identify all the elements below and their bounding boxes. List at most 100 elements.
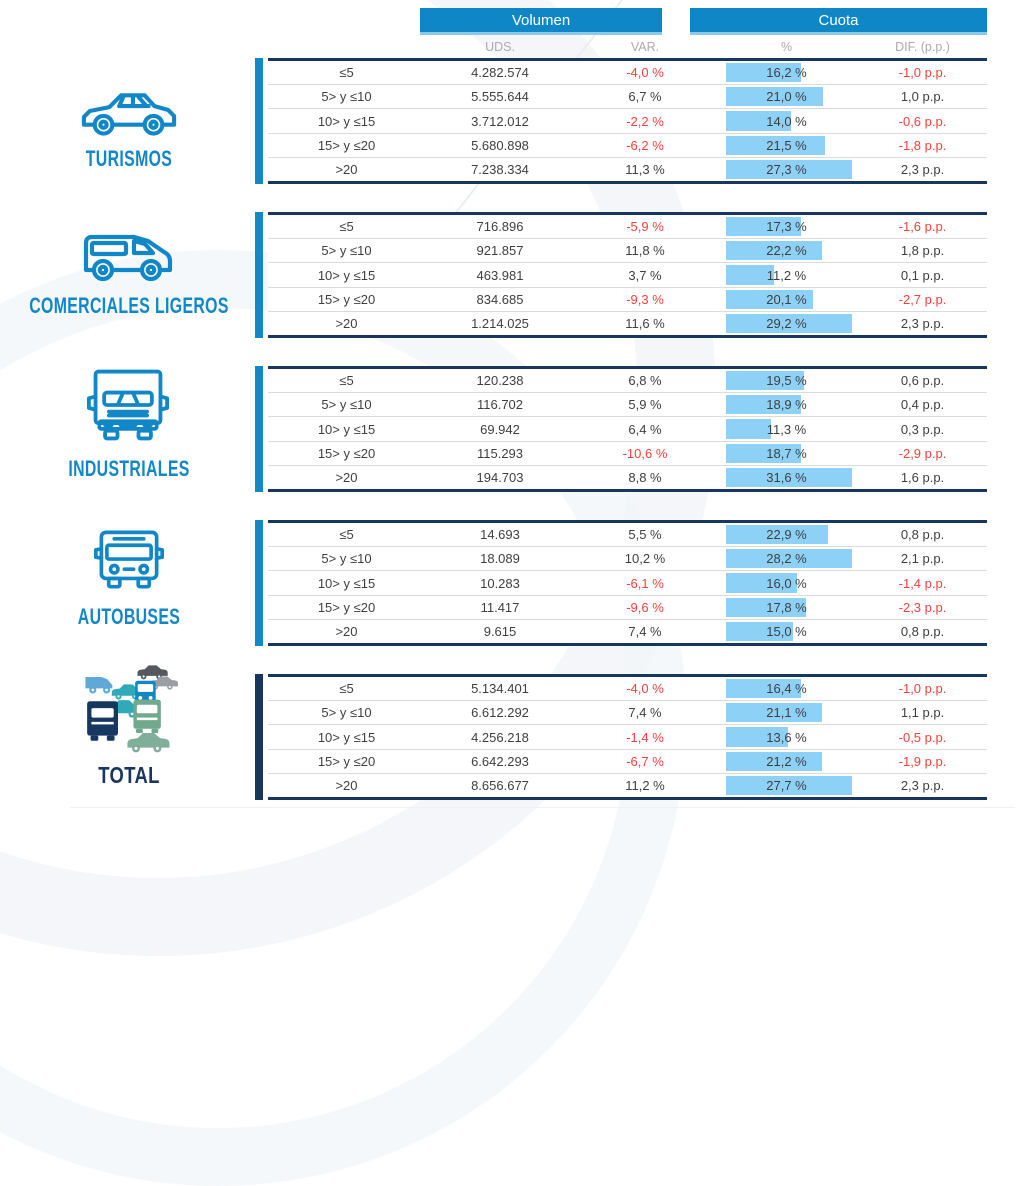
difference-value: 1,8 p.p. [900, 243, 945, 259]
table-row: 5> y ≤10 116.702 5,9 % 18,9 % 0,4 p.p. [268, 393, 987, 418]
age-range-label: 5> y ≤10 [321, 243, 372, 259]
data-table: ≤5 5.134.401 -4,0 % 16,4 % -1,0 p.p. 5> … [268, 674, 987, 800]
share-value: 14,0 % [766, 113, 807, 129]
variation-value: 7,4 % [628, 705, 662, 721]
share-bar [726, 289, 813, 309]
table-row: ≤5 4.282.574 -4,0 % 16,2 % -1,0 p.p. [268, 61, 987, 86]
share-cell: 19,5 % [715, 369, 858, 392]
age-range-label: 5> y ≤10 [321, 551, 372, 567]
difference-value: 1,0 p.p. [900, 89, 945, 105]
share-value: 16,0 % [766, 575, 807, 591]
share-value: 16,2 % [766, 65, 807, 81]
data-table: ≤5 14.693 5,5 % 22,9 % 0,8 p.p. 5> y ≤10… [268, 520, 987, 646]
share-cell: 13,6 % [715, 725, 858, 748]
variation-value: 8,8 % [628, 469, 662, 485]
age-range-label: 15> y ≤20 [317, 445, 376, 461]
section-accent-bar [255, 520, 263, 646]
difference-value: 2,3 p.p. [900, 777, 945, 793]
share-value: 29,2 % [766, 315, 807, 331]
share-bar [726, 467, 852, 488]
age-range-label: 15> y ≤20 [317, 599, 376, 615]
difference-value: -1,4 p.p. [898, 575, 947, 591]
share-value: 17,3 % [766, 219, 807, 235]
section-label-total: TOTAL [98, 762, 160, 788]
units-value: 10.283 [480, 575, 520, 591]
share-cell: 21,1 % [715, 701, 858, 724]
difference-value: 0,3 p.p. [900, 421, 945, 437]
age-range-label: ≤5 [339, 65, 354, 81]
variation-value: -6,1 % [626, 575, 664, 591]
age-range-label: 5> y ≤10 [321, 89, 372, 105]
variation-value: -5,9 % [626, 219, 664, 235]
difference-value: 0,8 p.p. [900, 623, 945, 639]
data-table: ≤5 4.282.574 -4,0 % 16,2 % -1,0 p.p. 5> … [268, 58, 987, 184]
share-cell: 14,0 % [715, 109, 858, 132]
variation-value: 11,3 % [625, 161, 665, 177]
variation-value: 5,5 % [628, 527, 662, 543]
share-value: 28,2 % [766, 551, 807, 567]
section-table-industriales: ≤5 120.238 6,8 % 19,5 % 0,6 p.p. 5> y ≤1… [255, 366, 987, 492]
age-range-label: 10> y ≤15 [317, 575, 376, 591]
variation-value: 5,9 % [628, 397, 662, 413]
difference-value: -1,6 p.p. [898, 219, 947, 235]
share-cell: 20,1 % [715, 288, 858, 311]
table-row: 5> y ≤10 5.555.644 6,7 % 21,0 % 1,0 p.p. [268, 85, 987, 110]
share-bar [726, 775, 852, 796]
units-value: 115.293 [476, 445, 524, 461]
section-label-autobuses: AUTOBUSES [77, 604, 181, 629]
age-range-label: >20 [335, 777, 358, 793]
share-cell: 17,8 % [715, 596, 858, 619]
units-value: 69.942 [480, 421, 520, 437]
section-table-comerciales-ligeros: ≤5 716.896 -5,9 % 17,3 % -1,6 p.p. 5> y … [255, 212, 987, 338]
age-range-label: >20 [335, 315, 358, 331]
table-row: >20 1.214.025 11,6 % 29,2 % 2,3 p.p. [268, 312, 987, 335]
share-bar [726, 419, 771, 439]
difference-value: 1,1 p.p. [900, 705, 945, 721]
table-row: 5> y ≤10 18.089 10,2 % 28,2 % 2,1 p.p. [268, 547, 987, 572]
units-value: 18.089 [480, 551, 520, 567]
share-value: 21,0 % [766, 89, 807, 105]
age-range-label: ≤5 [339, 219, 354, 235]
share-value: 18,7 % [766, 445, 807, 461]
share-value: 21,1 % [766, 705, 807, 721]
van-icon [83, 234, 173, 282]
difference-value: -1,0 p.p. [898, 681, 947, 697]
section-label-industriales: INDUSTRIALES [68, 456, 190, 481]
share-value: 16,4 % [766, 681, 807, 697]
age-range-label: ≤5 [339, 527, 354, 543]
section-label-turismos: TURISMOS [85, 146, 173, 171]
share-cell: 16,2 % [715, 61, 858, 84]
variation-column-header: VAR. [630, 40, 660, 54]
share-cell: 16,4 % [715, 677, 858, 700]
difference-value: 0,1 p.p. [900, 267, 945, 283]
share-bar [726, 265, 774, 285]
variation-value: 11,2 % [625, 777, 665, 793]
share-bar [726, 443, 801, 463]
share-cell: 21,5 % [715, 134, 858, 157]
variation-value: -1,4 % [626, 729, 664, 745]
variation-value: -9,6 % [626, 599, 664, 615]
share-value: 27,3 % [766, 161, 807, 177]
difference-value: 2,3 p.p. [900, 161, 945, 177]
share-bar [726, 703, 822, 723]
units-value: 194.703 [476, 469, 524, 485]
share-bar [726, 241, 822, 261]
table-row: >20 194.703 8,8 % 31,6 % 1,6 p.p. [268, 466, 987, 489]
share-value: 21,2 % [766, 753, 807, 769]
share-bar [726, 395, 801, 415]
share-value: 19,5 % [766, 373, 807, 389]
units-value: 6.642.293 [471, 753, 529, 769]
table-row: 10> y ≤15 463.981 3,7 % 11,2 % 0,1 p.p. [268, 263, 987, 288]
age-range-label: >20 [335, 161, 358, 177]
age-range-label: 5> y ≤10 [321, 397, 372, 413]
share-bar [726, 135, 825, 155]
section-accent-bar [255, 366, 263, 492]
age-range-label: >20 [335, 469, 358, 485]
variation-value: 11,6 % [625, 315, 665, 331]
variation-value: -10,6 % [622, 445, 668, 461]
table-row: >20 8.656.677 11,2 % 27,7 % 2,3 p.p. [268, 774, 987, 797]
age-range-label: ≤5 [339, 681, 354, 697]
age-range-label: 10> y ≤15 [317, 729, 376, 745]
age-range-label: 15> y ≤20 [317, 753, 376, 769]
table-row: >20 9.615 7,4 % 15,0 % 0,8 p.p. [268, 620, 987, 643]
